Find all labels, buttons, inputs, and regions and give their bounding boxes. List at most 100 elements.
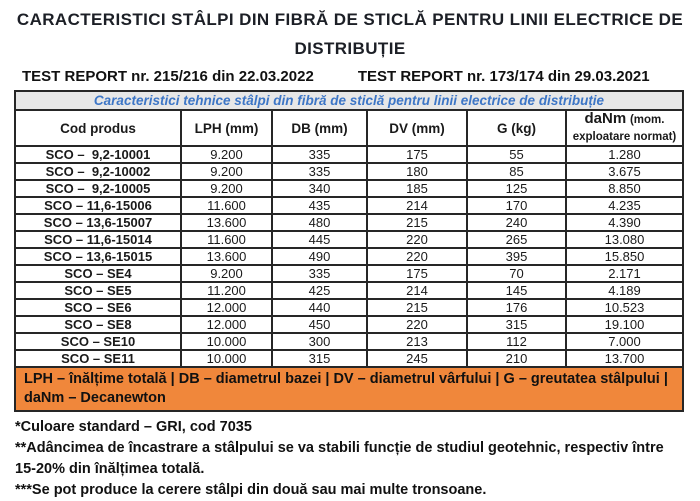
cell-dv: 220	[366, 315, 468, 334]
cell-lph: 13.600	[180, 247, 273, 266]
cell-danm: 8.850	[565, 179, 684, 198]
cell-code: SCO – SE11	[14, 349, 182, 368]
page-title: CARACTERISTICI STÂLPI DIN FIBRĂ DE STICL…	[0, 0, 700, 63]
cell-code: SCO – 9,2-10002	[14, 162, 182, 181]
cell-db: 445	[271, 230, 368, 249]
cell-dv: 220	[366, 230, 468, 249]
cell-lph: 11.600	[180, 196, 273, 215]
footnote-embedment-depth: **Adâncimea de încastrare a stâlpului se…	[15, 440, 664, 477]
cell-code: SCO – 9,2-10005	[14, 179, 182, 198]
page-title-line1: CARACTERISTICI STÂLPI DIN FIBRĂ DE STICL…	[16, 10, 684, 29]
cell-lph: 9.200	[180, 145, 273, 164]
cell-dv: 220	[366, 247, 468, 266]
table-row: SCO – 9,2-10001 9.200 335 175 55 1.280	[14, 145, 684, 164]
cell-g: 170	[466, 196, 567, 215]
table-row: SCO – SE11 10.000 315 245 210 13.700	[14, 349, 684, 368]
cell-db: 435	[271, 196, 368, 215]
table-caption-row: Caracteristici tehnice stâlpi din fibră …	[14, 90, 684, 111]
cell-g: 145	[466, 281, 567, 300]
table-row: SCO – 11,6-15014 11.600 445 220 265 13.080	[14, 230, 684, 249]
table-caption: Caracteristici tehnice stâlpi din fibră …	[14, 90, 684, 111]
footnote-sections: ***Se pot produce la cerere stâlpi din d…	[15, 482, 487, 498]
cell-danm: 15.850	[565, 247, 684, 266]
cell-dv: 213	[366, 332, 468, 351]
table-row: SCO – SE10 10.000 300 213 112 7.000	[14, 332, 684, 351]
cell-dv: 245	[366, 349, 468, 368]
cell-code: SCO – 11,6-15014	[14, 230, 182, 249]
cell-g: 176	[466, 298, 567, 317]
column-header-danm: daNm (mom. exploatare normat)	[565, 109, 684, 147]
page-title-line2: DISTRIBUȚIE	[294, 39, 406, 58]
column-header-g: G (kg)	[466, 109, 567, 147]
spec-table: Caracteristici tehnice stâlpi din fibră …	[14, 90, 684, 412]
cell-danm: 4.189	[565, 281, 684, 300]
danm-header-paren: (mom.	[629, 114, 665, 126]
cell-code: SCO – SE5	[14, 281, 182, 300]
cell-danm: 2.171	[565, 264, 684, 283]
cell-danm: 7.000	[565, 332, 684, 351]
cell-danm: 4.390	[565, 213, 684, 232]
cell-code: SCO – 9,2-10001	[14, 145, 182, 164]
footnotes: *Culoare standard – GRI, cod 7035 **Adân…	[15, 417, 685, 501]
spec-table-wrapper: Caracteristici tehnice stâlpi din fibră …	[14, 90, 684, 412]
cell-g: 85	[466, 162, 567, 181]
footnote-color-standard: *Culoare standard – GRI, cod 7035	[15, 419, 252, 435]
table-body: SCO – 9,2-10001 9.200 335 175 55 1.280 SCO – 9…	[14, 145, 684, 368]
cell-lph: 12.000	[180, 298, 273, 317]
cell-danm: 19.100	[565, 315, 684, 334]
test-report-line: TEST REPORT nr. 215/216 din 22.03.2022 T…	[0, 63, 700, 90]
cell-db: 440	[271, 298, 368, 317]
cell-g: 240	[466, 213, 567, 232]
test-report-2: TEST REPORT nr. 173/174 din 29.03.2021	[357, 68, 650, 85]
cell-code: SCO – 13,6-15015	[14, 247, 182, 266]
cell-dv: 215	[366, 298, 468, 317]
table-row: SCO – SE5 11.200 425 214 145 4.189	[14, 281, 684, 300]
table-row: SCO – 13,6-15015 13.600 490 220 395 15.850	[14, 247, 684, 266]
cell-danm: 4.235	[565, 196, 684, 215]
table-header-row: Cod produs LPH (mm) DB (mm) DV (mm) G (k…	[14, 109, 684, 147]
cell-db: 335	[271, 162, 368, 181]
cell-db: 450	[271, 315, 368, 334]
table-row: SCO – 9,2-10005 9.200 340 185 125 8.850	[14, 179, 684, 198]
cell-lph: 13.600	[180, 213, 273, 232]
cell-db: 340	[271, 179, 368, 198]
cell-db: 490	[271, 247, 368, 266]
cell-db: 315	[271, 349, 368, 368]
cell-lph: 9.200	[180, 264, 273, 283]
cell-db: 335	[271, 145, 368, 164]
legend-row: LPH – înălțime totală | DB – diametrul b…	[14, 366, 684, 412]
danm-header-main: daNm	[584, 110, 627, 127]
cell-lph: 9.200	[180, 179, 273, 198]
cell-dv: 175	[366, 264, 468, 283]
column-header-db: DB (mm)	[271, 109, 368, 147]
cell-dv: 214	[366, 281, 468, 300]
cell-g: 315	[466, 315, 567, 334]
cell-lph: 11.200	[180, 281, 273, 300]
table-row: SCO – SE6 12.000 440 215 176 10.523	[14, 298, 684, 317]
cell-danm: 13.700	[565, 349, 684, 368]
cell-g: 125	[466, 179, 567, 198]
cell-g: 265	[466, 230, 567, 249]
cell-lph: 10.000	[180, 332, 273, 351]
cell-lph: 10.000	[180, 349, 273, 368]
cell-code: SCO – SE8	[14, 315, 182, 334]
cell-danm: 10.523	[565, 298, 684, 317]
cell-dv: 214	[366, 196, 468, 215]
legend-band: LPH – înălțime totală | DB – diametrul b…	[14, 366, 684, 412]
table-row: SCO – 13,6-15007 13.600 480 215 240 4.390	[14, 213, 684, 232]
cell-lph: 11.600	[180, 230, 273, 249]
column-header-lph: LPH (mm)	[180, 109, 273, 147]
danm-header-line2: exploatare normat)	[572, 131, 677, 143]
table-row: SCO – SE4 9.200 335 175 70 2.171	[14, 264, 684, 283]
cell-dv: 175	[366, 145, 468, 164]
table-row: SCO – 11,6-15006 11.600 435 214 170 4.235	[14, 196, 684, 215]
column-header-dv: DV (mm)	[366, 109, 468, 147]
cell-code: SCO – 13,6-15007	[14, 213, 182, 232]
table-row: SCO – SE8 12.000 450 220 315 19.100	[14, 315, 684, 334]
cell-code: SCO – 11,6-15006	[14, 196, 182, 215]
cell-code: SCO – SE10	[14, 332, 182, 351]
cell-code: SCO – SE4	[14, 264, 182, 283]
cell-danm: 13.080	[565, 230, 684, 249]
cell-g: 210	[466, 349, 567, 368]
